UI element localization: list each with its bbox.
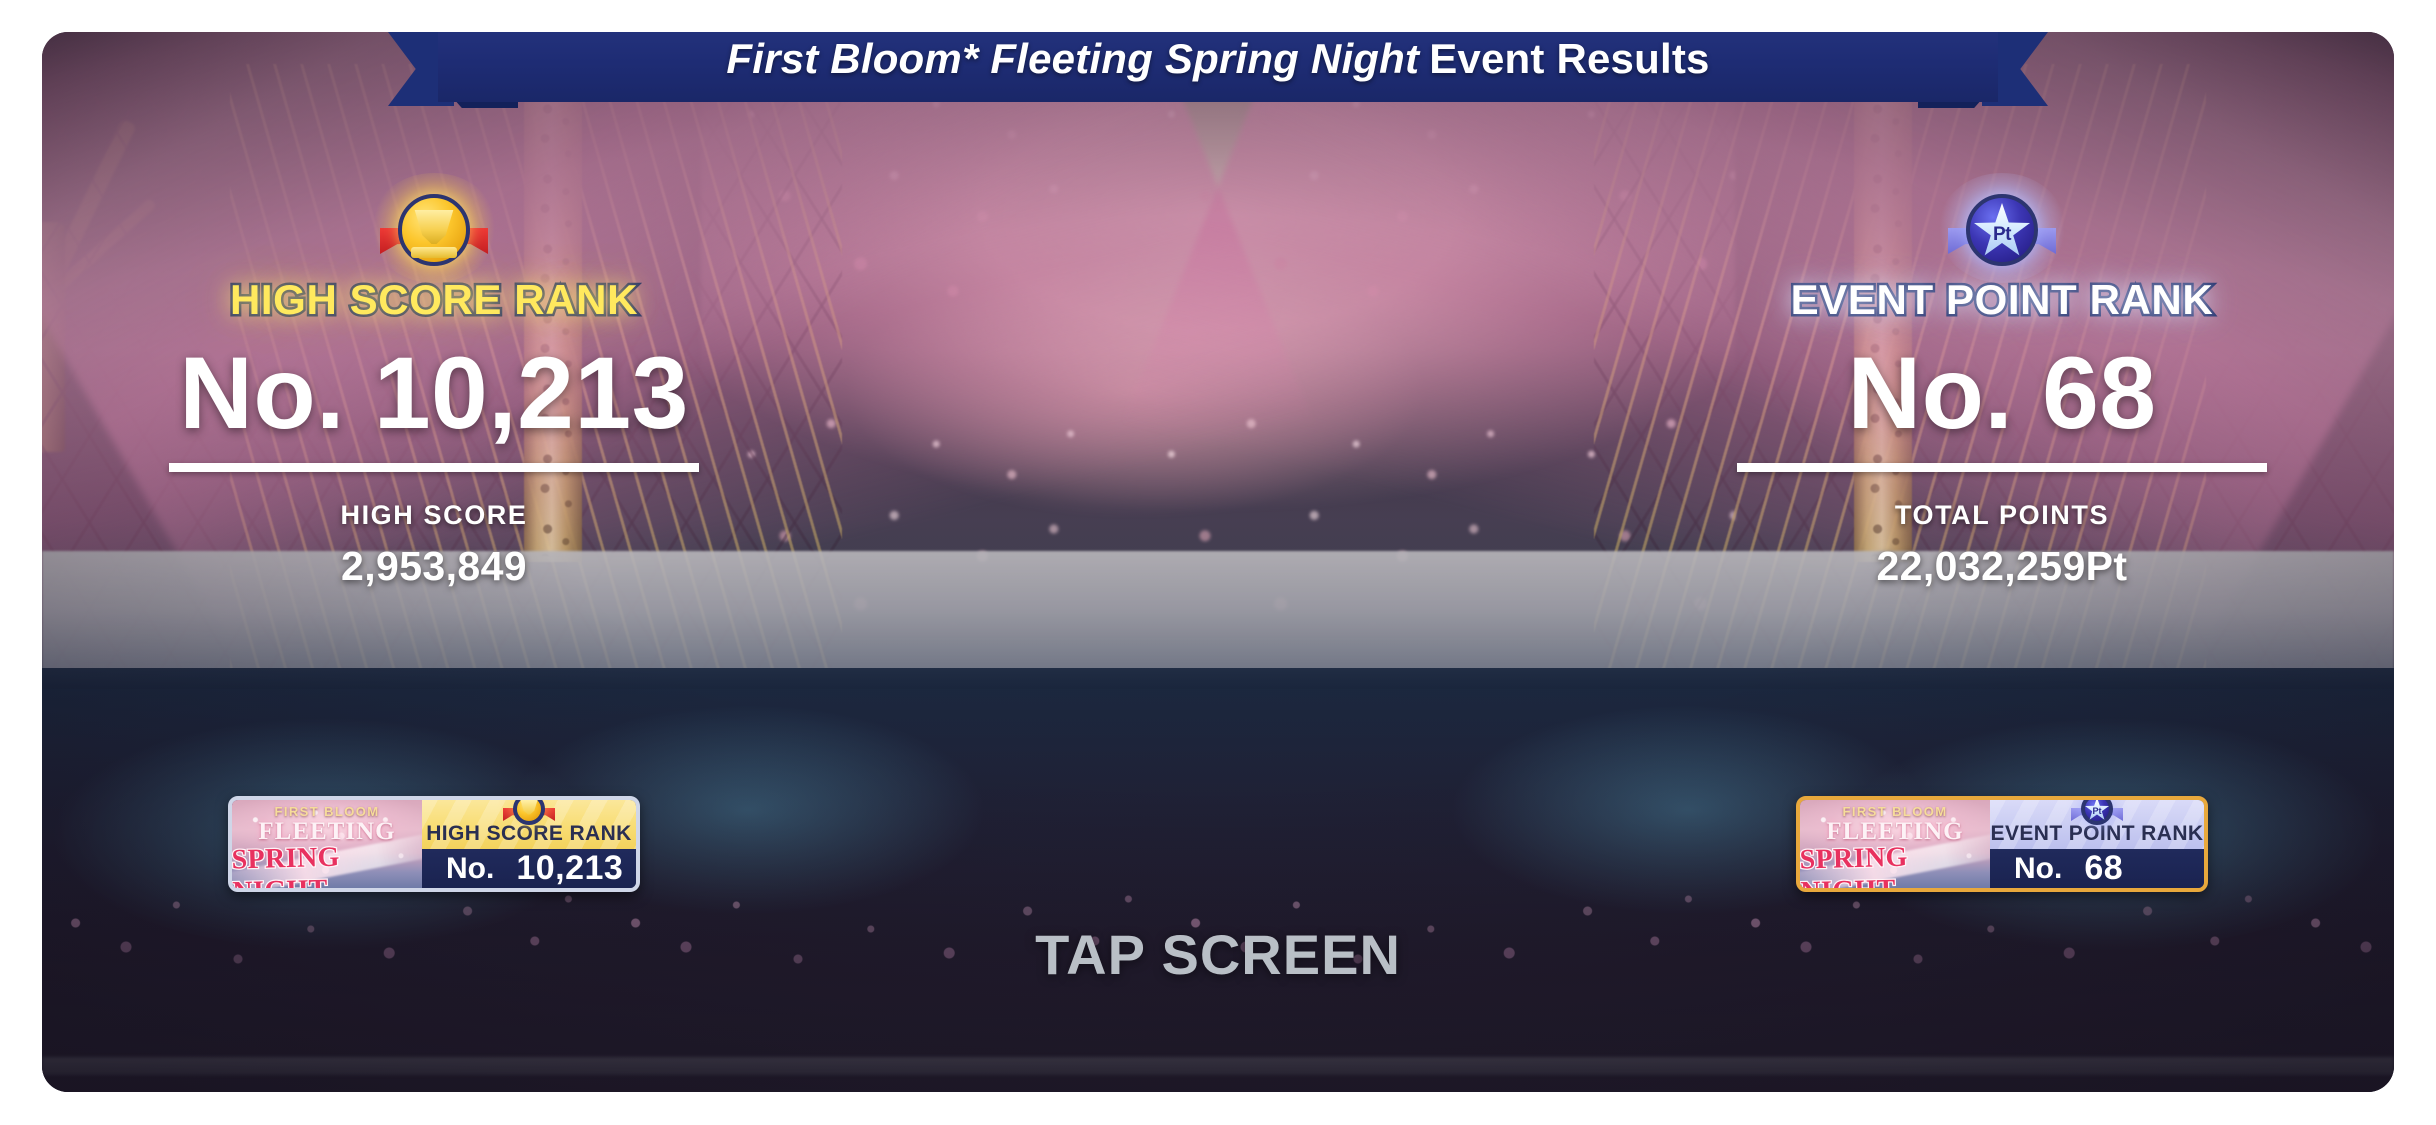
thumb-first-bloom: FIRST BLOOM bbox=[274, 804, 380, 819]
thumb-fleeting: FLEETING bbox=[1826, 818, 1964, 845]
high-score-stat-label: HIGH SCORE bbox=[340, 500, 528, 531]
card-rank-strip: No. 68 bbox=[1990, 849, 2204, 888]
card-no-label: No. bbox=[446, 851, 495, 885]
trophy-cup-shape bbox=[414, 210, 454, 244]
blue-pt-star-medal-icon: Pt bbox=[1938, 173, 2066, 283]
game-viewport[interactable]: First Bloom* Fleeting Spring Night Event … bbox=[42, 32, 2394, 1092]
card-rank-strip: No. 10,213 bbox=[422, 849, 636, 888]
pt-label: Pt bbox=[1993, 224, 2012, 245]
high-score-reward-card[interactable]: FIRST BLOOM FLEETING SPRING NIGHT bbox=[228, 796, 640, 892]
gold-trophy-medal-icon bbox=[370, 173, 498, 283]
thumb-first-bloom: FIRST BLOOM bbox=[1842, 804, 1948, 819]
event-point-rank-number: No. 68 bbox=[1847, 336, 2157, 450]
card-band: Pt EVENT POINT RANK bbox=[1990, 800, 2204, 849]
gold-trophy-medal-icon bbox=[503, 800, 555, 825]
event-thumbnail: FIRST BLOOM FLEETING SPRING NIGHT bbox=[232, 800, 422, 888]
blue-pt-star-medal-icon: Pt bbox=[2071, 800, 2123, 825]
thumbnail-text: FIRST BLOOM FLEETING SPRING NIGHT bbox=[232, 800, 422, 888]
high-score-rank-column: HIGH SCORE RANK No. 10,213 HIGH SCORE 2,… bbox=[42, 173, 1218, 590]
event-point-reward-card[interactable]: FIRST BLOOM FLEETING SPRING NIGHT Pt bbox=[1796, 796, 2208, 892]
high-score-rank-number: No. 10,213 bbox=[179, 336, 689, 450]
event-thumbnail: FIRST BLOOM FLEETING SPRING NIGHT bbox=[1800, 800, 1990, 888]
card-band-label: HIGH SCORE RANK bbox=[426, 822, 632, 845]
page-title: First Bloom* Fleeting Spring Night Event … bbox=[726, 35, 1709, 83]
divider-line bbox=[169, 463, 699, 473]
thumbnail-text: FIRST BLOOM FLEETING SPRING NIGHT bbox=[1800, 800, 1990, 888]
event-point-rank-column: Pt EVENT POINT RANK No. 68 TOTAL POINTS … bbox=[1218, 173, 2394, 590]
title-banner: First Bloom* Fleeting Spring Night Event … bbox=[388, 32, 2048, 108]
mini-trophy-cup bbox=[520, 800, 538, 815]
card-detail: Pt EVENT POINT RANK No. 68 bbox=[1990, 800, 2204, 888]
event-name: First Bloom* Fleeting Spring Night bbox=[726, 35, 1420, 82]
mini-star-shape: Pt bbox=[2085, 800, 2109, 820]
event-point-card-slot: FIRST BLOOM FLEETING SPRING NIGHT Pt bbox=[1218, 796, 2394, 892]
card-no-label: No. bbox=[2014, 851, 2063, 885]
stage-deck bbox=[42, 551, 2394, 679]
event-point-stat-value: 22,032,259Pt bbox=[1876, 543, 2128, 590]
event-point-stat-label: TOTAL POINTS bbox=[1894, 500, 2110, 531]
high-score-stat-value: 2,953,849 bbox=[341, 543, 527, 590]
rank-summary-row: HIGH SCORE RANK No. 10,213 HIGH SCORE 2,… bbox=[42, 173, 2394, 590]
badge-coin bbox=[398, 194, 470, 266]
results-label: Event Results bbox=[1429, 35, 1710, 82]
divider-line bbox=[1737, 463, 2267, 473]
mini-badge-coin: Pt bbox=[2081, 800, 2113, 825]
card-rank-value: 68 bbox=[2084, 849, 2124, 887]
card-detail: HIGH SCORE RANK No. 10,213 bbox=[422, 800, 636, 888]
card-band-label: EVENT POINT RANK bbox=[1990, 822, 2204, 845]
floor-shelf bbox=[42, 1057, 2394, 1076]
star-shape: Pt bbox=[1974, 203, 2030, 256]
mini-pt-label: Pt bbox=[2092, 806, 2102, 816]
trophy-base-shape bbox=[411, 247, 457, 258]
badge-coin: Pt bbox=[1966, 194, 2038, 266]
high-score-card-slot: FIRST BLOOM FLEETING SPRING NIGHT bbox=[42, 796, 1218, 892]
banner-body: First Bloom* Fleeting Spring Night Event … bbox=[438, 32, 1998, 102]
thumb-spring-night: SPRING NIGHT bbox=[1800, 840, 1909, 888]
event-point-rank-label: EVENT POINT RANK bbox=[1788, 274, 2215, 326]
card-band: HIGH SCORE RANK bbox=[422, 800, 636, 849]
card-rank-value: 10,213 bbox=[516, 849, 624, 887]
thumb-fleeting: FLEETING bbox=[258, 818, 396, 845]
reward-card-row: FIRST BLOOM FLEETING SPRING NIGHT bbox=[42, 796, 2394, 892]
thumb-spring-night: SPRING NIGHT bbox=[232, 840, 341, 888]
high-score-rank-label: HIGH SCORE RANK bbox=[227, 274, 639, 326]
tap-screen-prompt[interactable]: TAP SCREEN bbox=[1035, 923, 1401, 986]
mini-badge-coin bbox=[513, 800, 545, 825]
